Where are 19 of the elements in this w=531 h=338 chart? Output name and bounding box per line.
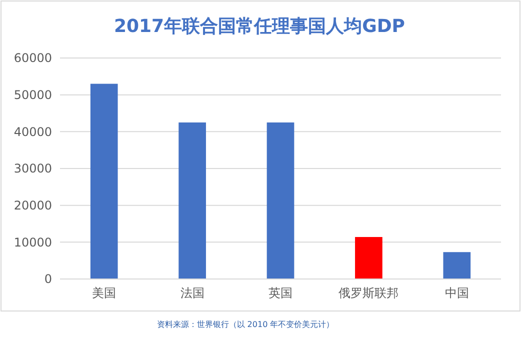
x-tick-label: 俄罗斯联邦 [338, 286, 399, 300]
y-tick-label: 50000 [14, 88, 52, 102]
y-tick-label: 30000 [14, 162, 52, 176]
x-tick-label: 中国 [444, 286, 469, 300]
bar [90, 84, 118, 279]
text: 资料来源：世界银行（以 2010 年不变价美元计） [156, 320, 334, 329]
y-tick-label: 10000 [14, 235, 52, 250]
bar [355, 237, 382, 279]
x-tick-label: 法国 [180, 286, 204, 300]
bar [443, 252, 471, 279]
y-tick-label: 60000 [14, 51, 52, 66]
bar [178, 122, 206, 279]
bar [266, 122, 294, 279]
y-tick-label: 0 [44, 272, 52, 286]
chart-title: 2017年联合国常任理事国人均GDP [114, 16, 406, 37]
y-tick-label: 20000 [14, 198, 52, 213]
x-tick-label: 英国 [268, 286, 292, 300]
y-tick-label: 40000 [14, 124, 52, 139]
x-tick-label: 美国 [92, 286, 116, 300]
